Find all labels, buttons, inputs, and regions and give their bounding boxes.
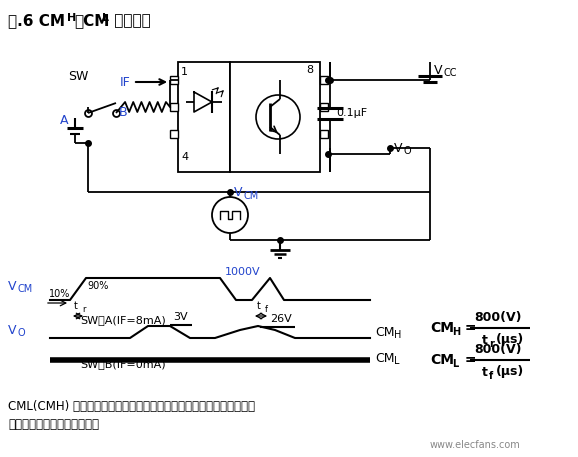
- Text: 4: 4: [181, 152, 188, 162]
- Text: B: B: [119, 106, 128, 118]
- Text: 800(V): 800(V): [475, 344, 522, 356]
- Text: A: A: [60, 113, 69, 127]
- Text: f: f: [489, 371, 493, 381]
- Text: =: =: [460, 321, 476, 335]
- Text: CM: CM: [375, 325, 395, 339]
- Text: SW：B(IF=0mA): SW：B(IF=0mA): [80, 359, 166, 369]
- Text: r: r: [82, 305, 86, 314]
- Text: 图.6 CM: 图.6 CM: [8, 13, 65, 28]
- Bar: [320, 103, 328, 111]
- Text: www.elecfans.com: www.elecfans.com: [430, 440, 521, 450]
- Text: t: t: [257, 301, 261, 311]
- Bar: [170, 130, 178, 138]
- Text: H: H: [67, 13, 76, 23]
- Text: CM: CM: [243, 191, 258, 201]
- Text: CM: CM: [430, 321, 454, 335]
- Text: V: V: [8, 280, 17, 292]
- Text: ，CM: ，CM: [74, 13, 109, 28]
- Bar: [178, 62, 230, 172]
- Text: CM: CM: [375, 351, 395, 365]
- Text: (μs): (μs): [496, 366, 524, 378]
- Text: 1: 1: [181, 67, 188, 77]
- Text: CC: CC: [443, 68, 457, 78]
- Text: 测试电路: 测试电路: [109, 13, 151, 28]
- Text: 1000V: 1000V: [225, 267, 261, 277]
- Text: L: L: [394, 356, 399, 366]
- Text: CM: CM: [17, 284, 32, 294]
- Text: H: H: [394, 330, 401, 340]
- Text: V: V: [434, 64, 443, 76]
- Text: CM: CM: [430, 353, 454, 367]
- Text: 状态最大的电压共模抑制比。: 状态最大的电压共模抑制比。: [8, 418, 99, 431]
- Text: (μs): (μs): [496, 334, 524, 346]
- Text: SW：A(IF=8mA): SW：A(IF=8mA): [80, 315, 166, 325]
- Text: V: V: [8, 324, 17, 336]
- Text: O: O: [403, 146, 410, 156]
- Text: H: H: [452, 327, 460, 337]
- Text: O: O: [17, 328, 25, 338]
- Text: L: L: [452, 359, 458, 369]
- Text: V: V: [234, 186, 243, 200]
- Text: =: =: [460, 353, 476, 367]
- Text: SW: SW: [68, 69, 88, 83]
- Bar: [170, 76, 178, 84]
- Bar: [320, 130, 328, 138]
- Text: 8: 8: [306, 65, 313, 75]
- Text: f: f: [265, 305, 268, 314]
- Text: V: V: [394, 142, 402, 154]
- Text: 90%: 90%: [87, 281, 109, 291]
- Bar: [170, 103, 178, 111]
- Text: CML(CMH) 是指在上升沿（或者下降沿）时用来维持输出电压的低电平: CML(CMH) 是指在上升沿（或者下降沿）时用来维持输出电压的低电平: [8, 400, 255, 413]
- Text: t: t: [482, 366, 488, 378]
- Text: 0.1μF: 0.1μF: [336, 108, 367, 118]
- Bar: [320, 76, 328, 84]
- Text: L: L: [102, 13, 109, 23]
- Bar: [230, 62, 320, 172]
- Text: r: r: [489, 339, 494, 349]
- Text: t: t: [482, 334, 488, 346]
- Text: 10%: 10%: [49, 289, 71, 299]
- Text: t: t: [74, 301, 78, 311]
- Text: 26V: 26V: [270, 314, 292, 324]
- Text: IF: IF: [120, 75, 131, 89]
- Text: 3V: 3V: [173, 312, 188, 322]
- Text: 800(V): 800(V): [475, 312, 522, 324]
